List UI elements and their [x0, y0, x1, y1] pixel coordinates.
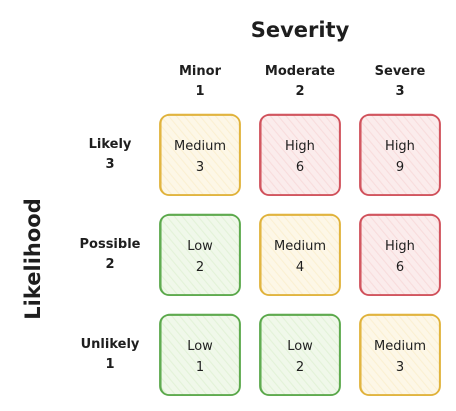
- cell-risk-label: High: [285, 139, 315, 154]
- matrix-cell-box: [159, 314, 241, 396]
- matrix-cell: Medium 3: [359, 313, 441, 396]
- cell-risk-score: 9: [396, 160, 404, 175]
- matrix-cell: Low 2: [259, 313, 341, 396]
- row-header-possible: Possible 2: [70, 235, 150, 275]
- column-header-severe: Severe 3: [360, 62, 440, 102]
- matrix-cell-outline: [260, 113, 340, 196]
- matrix-cell: High 9: [359, 113, 441, 196]
- matrix-cell-outline: [360, 313, 440, 396]
- cell-risk-label: Low: [287, 339, 313, 354]
- cell-risk-label: High: [385, 139, 415, 154]
- cell-risk-label: Low: [187, 239, 213, 254]
- matrix-cell: Low 1: [159, 313, 241, 396]
- cell-risk-score: 6: [396, 260, 404, 275]
- cell-risk-label: Medium: [274, 239, 326, 254]
- cell-risk-score: 2: [296, 360, 304, 375]
- cell-risk-score: 3: [196, 160, 204, 175]
- cell-risk-score: 1: [196, 360, 204, 375]
- matrix-cell-box: [259, 214, 341, 296]
- column-name: Moderate: [264, 64, 336, 79]
- cell-risk-label: Medium: [374, 339, 426, 354]
- row-header-unlikely: Unlikely 1: [70, 335, 150, 375]
- matrix-cell-outline: [360, 113, 440, 196]
- cell-risk-label: Medium: [174, 139, 226, 154]
- column-value: 2: [295, 84, 305, 99]
- row-name: Unlikely: [80, 337, 140, 352]
- cell-risk-label: Low: [187, 339, 213, 354]
- matrix-cell: Low 2: [159, 213, 241, 296]
- row-name: Likely: [88, 137, 132, 152]
- matrix-cell-box: [159, 214, 241, 296]
- cell-risk-label: High: [385, 239, 415, 254]
- matrix-cell: High 6: [359, 213, 441, 296]
- matrix-cell-box: [359, 114, 441, 196]
- matrix-cell-box: [259, 314, 341, 396]
- cell-risk-score: 2: [196, 260, 204, 275]
- matrix-cell-outline: [260, 213, 340, 296]
- row-value: 2: [105, 257, 115, 272]
- matrix-cell-box: [359, 314, 441, 396]
- matrix-cell-outline: [160, 113, 240, 196]
- matrix-cell: Medium 3: [159, 113, 241, 196]
- cell-risk-score: 4: [296, 260, 304, 275]
- matrix-cell-box: [359, 214, 441, 296]
- cell-risk-score: 3: [396, 360, 404, 375]
- matrix-cell-outline: [260, 313, 340, 396]
- column-header-minor: Minor 1: [160, 62, 240, 102]
- matrix-cell-outline: [160, 213, 240, 296]
- severity-axis-title: Severity: [250, 18, 350, 42]
- matrix-cell: Medium 4: [259, 213, 341, 296]
- cell-risk-score: 6: [296, 160, 304, 175]
- row-value: 3: [105, 157, 115, 172]
- matrix-cell-box: [159, 114, 241, 196]
- column-name: Severe: [374, 64, 426, 79]
- row-header-likely: Likely 3: [70, 135, 150, 175]
- column-header-moderate: Moderate 2: [260, 62, 340, 102]
- row-name: Possible: [79, 237, 141, 252]
- column-name: Minor: [179, 64, 221, 79]
- column-value: 1: [195, 84, 205, 99]
- matrix-cell: High 6: [259, 113, 341, 196]
- column-value: 3: [395, 84, 405, 99]
- matrix-cell-outline: [160, 313, 240, 396]
- matrix-cell-box: [259, 114, 341, 196]
- row-value: 1: [105, 357, 115, 372]
- matrix-cell-outline: [360, 213, 440, 296]
